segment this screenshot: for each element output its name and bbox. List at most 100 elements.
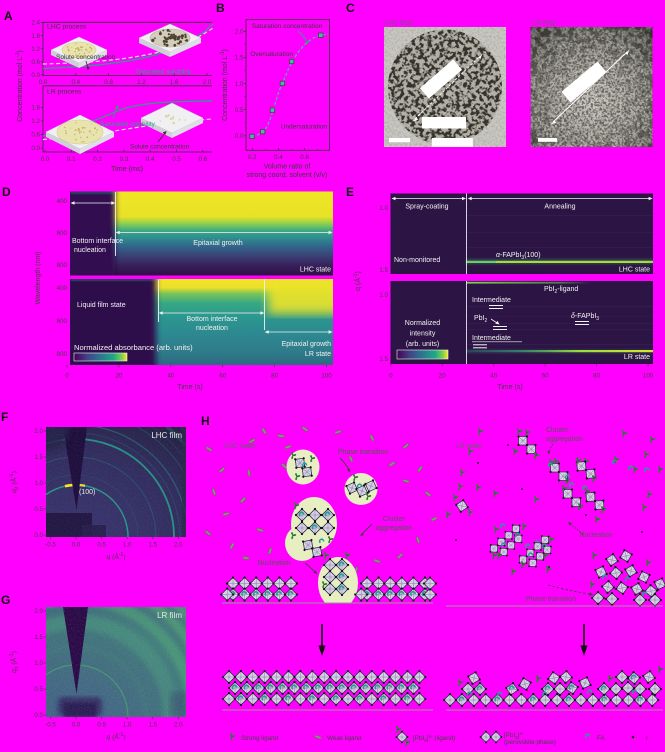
svg-text:100: 100	[643, 373, 654, 380]
svg-text:Liquid film state: Liquid film state	[77, 302, 126, 309]
svg-text:Intermediate: Intermediate	[472, 297, 511, 304]
svg-text:1.6: 1.6	[170, 79, 179, 86]
svg-text:40: 40	[167, 373, 174, 380]
svg-text:α-FAPbI3(100): α-FAPbI3(100)	[496, 252, 541, 261]
svg-text:1.5: 1.5	[235, 55, 244, 62]
svg-text:LR state: LR state	[456, 443, 482, 450]
svg-text:Cluster: Cluster	[383, 516, 406, 523]
svg-text:2.0: 2.0	[174, 722, 183, 729]
svg-text:20: 20	[115, 373, 122, 380]
svg-text:Time (ms): Time (ms)	[111, 164, 143, 173]
svg-text:0.6: 0.6	[300, 154, 309, 161]
svg-text:0.4: 0.4	[274, 154, 283, 161]
svg-text:PbI2-ligand: PbI2-ligand	[544, 286, 578, 295]
svg-text:LR film: LR film	[157, 611, 182, 620]
svg-text:600: 600	[57, 230, 68, 237]
svg-text:1.2: 1.2	[31, 46, 40, 53]
svg-text:0.0: 0.0	[235, 133, 244, 140]
svg-text:0.2: 0.2	[93, 156, 102, 163]
svg-text:Volume ratio of: Volume ratio of	[264, 164, 311, 171]
svg-text:I: I	[646, 735, 648, 742]
svg-text:0.0: 0.0	[31, 72, 40, 79]
svg-text:aggregation: aggregation	[376, 525, 413, 532]
svg-text:Concentration (mol L-1): Concentration (mol L-1)	[15, 50, 24, 122]
svg-text:PbI2: PbI2	[474, 315, 488, 324]
svg-text:qz (Å-1): qz (Å-1)	[9, 471, 20, 493]
svg-text:100: 100	[321, 373, 332, 380]
svg-text:0.5: 0.5	[172, 156, 181, 163]
svg-text:(arb. units): (arb. units)	[406, 341, 439, 348]
svg-text:800: 800	[57, 351, 68, 358]
svg-text:Nucleation: Nucleation	[579, 532, 612, 539]
svg-text:Time (s): Time (s)	[497, 384, 522, 391]
svg-text:0.5: 0.5	[235, 107, 244, 114]
svg-text:1.2: 1.2	[31, 118, 40, 125]
svg-text:0.0: 0.0	[72, 722, 81, 729]
svg-text:0.4: 0.4	[146, 156, 155, 163]
svg-text:LR state: LR state	[305, 351, 331, 358]
svg-text:2.0: 2.0	[174, 542, 183, 549]
svg-text:1.2: 1.2	[137, 79, 146, 86]
svg-text:80: 80	[271, 373, 278, 380]
svg-text:-0.5: -0.5	[45, 542, 56, 549]
svg-text:0.0: 0.0	[72, 542, 81, 549]
svg-text:Wavelength (nm): Wavelength (nm)	[35, 251, 42, 304]
svg-text:Non-monitored: Non-monitored	[394, 257, 440, 264]
svg-text:(perovskite phase): (perovskite phase)	[504, 739, 556, 746]
svg-text:LHC film: LHC film	[151, 431, 182, 440]
svg-text:1.5: 1.5	[379, 267, 388, 274]
svg-text:B: B	[216, 1, 225, 15]
svg-text:LHC state: LHC state	[224, 443, 255, 450]
svg-text:LHC drop: LHC drop	[385, 20, 413, 27]
svg-text:[PbI6]4- (ligand): [PbI6]4- (ligand)	[413, 734, 455, 743]
svg-text:-0.5: -0.5	[45, 722, 56, 729]
svg-text:E: E	[346, 185, 354, 199]
svg-text:D: D	[2, 185, 11, 199]
svg-text:1.5: 1.5	[148, 542, 157, 549]
svg-text:1.0: 1.0	[379, 205, 388, 212]
svg-text:Bottom interface: Bottom interface	[187, 316, 238, 323]
svg-text:0.5: 0.5	[97, 722, 106, 729]
svg-text:1.0: 1.0	[34, 480, 43, 487]
svg-text:0.2: 0.2	[248, 154, 257, 161]
svg-text:Solute concentration: Solute concentration	[130, 144, 190, 151]
svg-text:Time (s): Time (s)	[177, 384, 202, 391]
svg-text:40: 40	[490, 373, 497, 380]
svg-text:Intermediate: Intermediate	[472, 335, 511, 342]
svg-text:Nucleation: Nucleation	[257, 560, 290, 567]
svg-text:Weak ligand: Weak ligand	[327, 735, 362, 742]
svg-text:1.0: 1.0	[123, 542, 132, 549]
svg-text:0.8: 0.8	[104, 79, 113, 86]
svg-text:0.5: 0.5	[97, 542, 106, 549]
svg-text:Saturated solubility: Saturated solubility	[100, 121, 156, 128]
svg-text:LHC process: LHC process	[47, 24, 87, 31]
svg-text:Concentration (mol L-1): Concentration (mol L-1)	[220, 49, 229, 121]
svg-text:Oversaturation: Oversaturation	[250, 51, 293, 58]
svg-text:400: 400	[57, 198, 68, 205]
svg-text:LHC state: LHC state	[619, 267, 650, 274]
svg-text:1.0: 1.0	[34, 660, 43, 667]
svg-text:G: G	[1, 593, 10, 607]
svg-text:800: 800	[57, 262, 68, 269]
svg-text:1.5: 1.5	[34, 634, 43, 641]
svg-text:(100): (100)	[79, 489, 95, 496]
svg-text:60: 60	[542, 373, 549, 380]
svg-text:0.4: 0.4	[71, 79, 80, 86]
svg-text:0: 0	[389, 373, 393, 380]
svg-text:80: 80	[593, 373, 600, 380]
svg-text:1.0: 1.0	[235, 81, 244, 88]
svg-text:60: 60	[219, 373, 226, 380]
svg-text:Normalized: Normalized	[405, 320, 441, 327]
svg-text:Spray-coating: Spray-coating	[405, 204, 448, 211]
svg-text:δ-FAPbI3: δ-FAPbI3	[571, 313, 599, 322]
svg-text:LR state: LR state	[624, 354, 650, 361]
svg-text:0.6: 0.6	[31, 59, 40, 66]
svg-text:2.4: 2.4	[31, 20, 40, 27]
svg-text:0.3: 0.3	[120, 156, 129, 163]
svg-text:Bottom interface: Bottom interface	[72, 238, 123, 245]
svg-text:[PbI6]4-: [PbI6]4-	[504, 731, 524, 740]
svg-text:2.0: 2.0	[235, 29, 244, 36]
svg-text:Epitaxial growth: Epitaxial growth	[282, 341, 332, 348]
svg-text:LR drop: LR drop	[533, 20, 557, 27]
svg-text:qz (Å-1): qz (Å-1)	[9, 651, 20, 673]
